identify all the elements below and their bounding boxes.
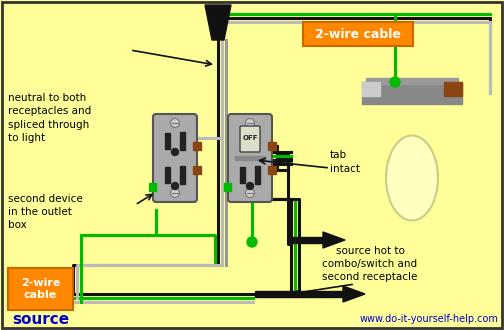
- Circle shape: [246, 182, 254, 189]
- Bar: [290, 237, 323, 243]
- Bar: [180, 166, 185, 184]
- Text: neutral to both
receptacles and
spliced through
to light: neutral to both receptacles and spliced …: [8, 93, 91, 143]
- FancyBboxPatch shape: [153, 114, 197, 202]
- Bar: [268, 142, 276, 150]
- Bar: [193, 142, 201, 150]
- Bar: [240, 167, 245, 183]
- Text: OFF: OFF: [242, 135, 258, 141]
- Bar: [180, 132, 185, 150]
- Text: tab
intact: tab intact: [330, 150, 360, 174]
- Circle shape: [245, 188, 255, 197]
- FancyBboxPatch shape: [8, 268, 73, 310]
- Text: source: source: [12, 313, 69, 327]
- FancyBboxPatch shape: [303, 22, 413, 46]
- Bar: [235, 156, 265, 160]
- Circle shape: [170, 188, 179, 197]
- Bar: [165, 167, 170, 183]
- Polygon shape: [323, 232, 345, 248]
- Polygon shape: [205, 5, 231, 40]
- Bar: [165, 133, 170, 149]
- Bar: [268, 166, 276, 174]
- Circle shape: [245, 118, 255, 127]
- Circle shape: [171, 148, 178, 155]
- Bar: [255, 166, 260, 184]
- Text: www.do-it-yourself-help.com: www.do-it-yourself-help.com: [359, 314, 498, 324]
- FancyBboxPatch shape: [240, 126, 260, 152]
- Text: second device
in the outlet
box: second device in the outlet box: [8, 194, 83, 230]
- Circle shape: [170, 118, 179, 127]
- Text: 2-wire
cable: 2-wire cable: [21, 278, 60, 300]
- Bar: [193, 166, 201, 174]
- Circle shape: [171, 182, 178, 189]
- Bar: [444, 82, 462, 96]
- Bar: [362, 82, 380, 96]
- Bar: [366, 78, 458, 84]
- Bar: [224, 183, 231, 191]
- FancyBboxPatch shape: [228, 114, 272, 202]
- Ellipse shape: [386, 136, 438, 220]
- Text: 2-wire cable: 2-wire cable: [315, 27, 401, 41]
- Bar: [362, 82, 462, 104]
- Circle shape: [390, 77, 400, 87]
- Circle shape: [247, 237, 257, 247]
- Bar: [149, 183, 156, 191]
- Text: source hot to
combo/switch and
second receptacle: source hot to combo/switch and second re…: [323, 246, 418, 282]
- Bar: [255, 291, 343, 297]
- Polygon shape: [343, 286, 365, 302]
